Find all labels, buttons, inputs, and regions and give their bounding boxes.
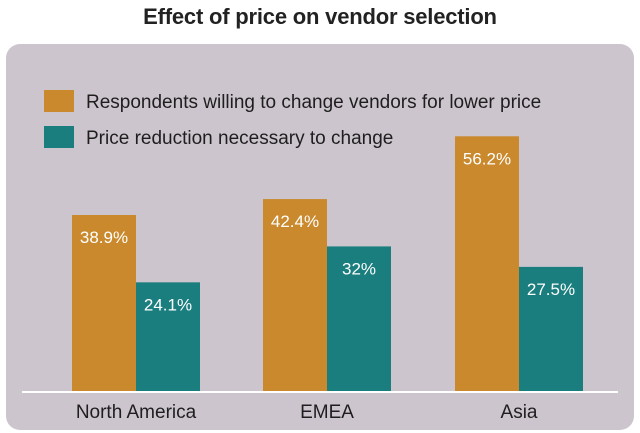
bar-series1-north-america [72, 215, 136, 392]
bar-series2-north-america [136, 282, 200, 392]
data-label-series1-asia: 56.2% [463, 149, 511, 168]
bars [72, 136, 583, 392]
bar-labels: 38.9% 24.1% 42.4% 32% 56.2% 27.5% [80, 149, 575, 314]
data-label-series2-north-america: 24.1% [144, 295, 192, 314]
legend-swatch-2 [44, 126, 74, 148]
category-label-asia: Asia [501, 402, 538, 423]
category-labels: North America EMEA Asia [76, 402, 538, 423]
data-label-series1-emea: 42.4% [271, 212, 319, 231]
data-label-series2-emea: 32% [342, 259, 376, 278]
chart-title: Effect of price on vendor selection [143, 4, 497, 29]
bar-series2-emea [327, 246, 391, 392]
data-label-series2-asia: 27.5% [527, 280, 575, 299]
bar-series1-asia [455, 136, 519, 392]
legend: Respondents willing to change vendors fo… [44, 90, 541, 149]
category-label-emea: EMEA [300, 402, 354, 423]
category-label-north-america: North America [76, 402, 197, 423]
legend-swatch-1 [44, 90, 74, 112]
legend-label-1: Respondents willing to change vendors fo… [86, 92, 541, 113]
legend-label-2: Price reduction necessary to change [86, 128, 393, 149]
bar-series2-asia [519, 266, 583, 392]
bar-series1-emea [263, 199, 327, 392]
data-label-series1-north-america: 38.9% [80, 228, 128, 247]
